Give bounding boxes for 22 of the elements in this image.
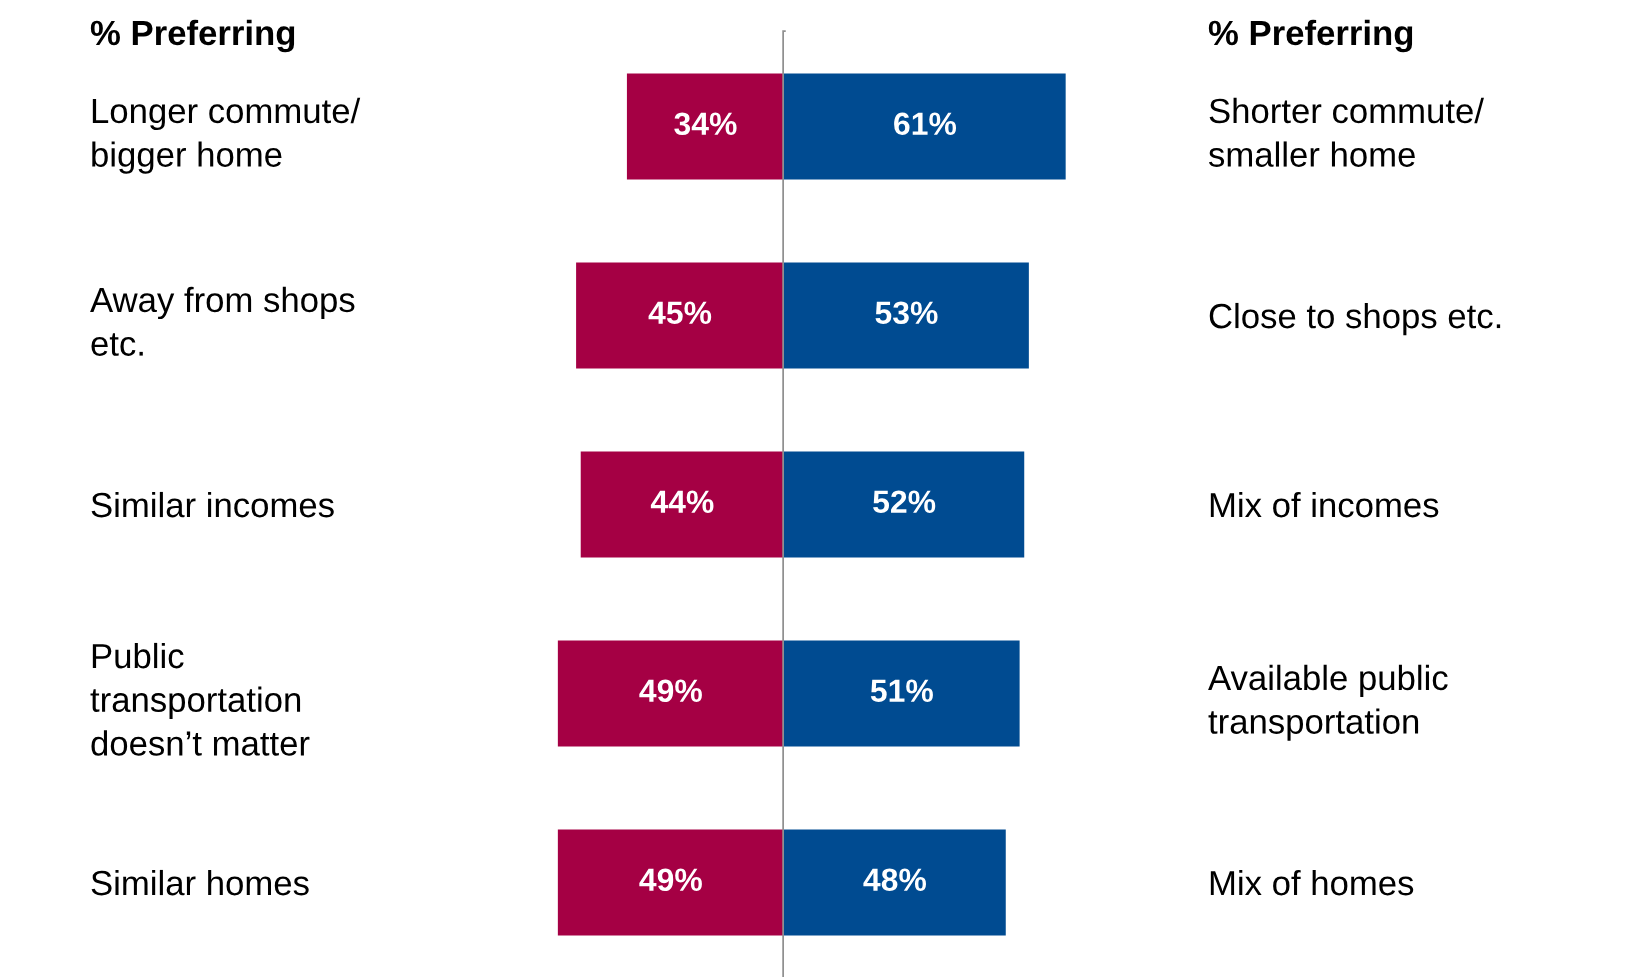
y2-tick-label: Close to shops etc. xyxy=(1209,302,1501,336)
y2-tick-label: Available public transportation xyxy=(1208,664,1448,741)
data-label: 49% xyxy=(639,868,702,892)
y-tick-label: Public transportation doesn’t matter xyxy=(90,642,310,756)
data-label: 51% xyxy=(870,679,933,703)
y-tick-label: Similar homes xyxy=(91,869,309,896)
data-label: 45% xyxy=(648,301,712,325)
data-label: 34% xyxy=(674,112,737,136)
text: % Preferring xyxy=(90,19,295,53)
y2-tick-label: Mix of incomes xyxy=(1210,491,1439,518)
data-label: 52% xyxy=(873,490,936,514)
y-tick-label: Away from shops etc. xyxy=(90,286,355,356)
data-label: 44% xyxy=(650,490,714,514)
y2-tick-label: Mix of homes xyxy=(1210,869,1414,896)
data-label: 49% xyxy=(639,679,702,703)
y-tick-label: Similar incomes xyxy=(91,491,334,518)
y2-tick-label: Shorter commute/ smaller home xyxy=(1208,97,1484,167)
data-label: 48% xyxy=(863,868,927,892)
y-tick-label: Longer commute/ bigger home xyxy=(92,97,361,174)
data-label: 61% xyxy=(894,112,957,136)
data-label: 53% xyxy=(875,301,938,325)
text: % Preferring xyxy=(1208,19,1413,53)
